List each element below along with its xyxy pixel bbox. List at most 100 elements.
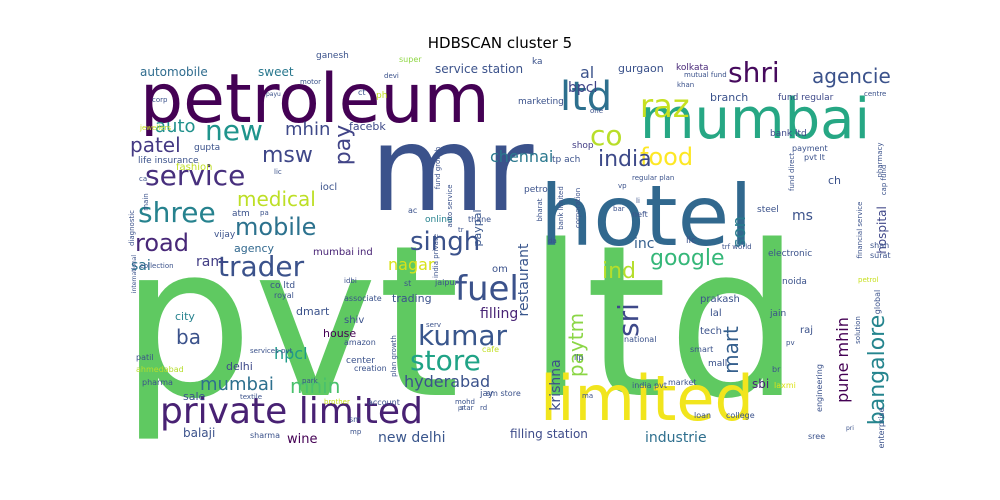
- word-services-pvt: services pvt: [250, 347, 293, 355]
- word-shiv: shiv: [344, 315, 364, 326]
- word-food: food: [640, 143, 693, 171]
- word-branch: branch: [710, 91, 748, 104]
- word-brother: brother: [324, 398, 350, 406]
- word-house: house: [323, 327, 356, 340]
- word-super: super: [399, 55, 422, 64]
- word-road: road: [135, 229, 189, 257]
- word-ct: ct: [358, 88, 366, 97]
- word-jain: jain: [769, 309, 786, 319]
- word-petrol: petrol: [858, 276, 879, 284]
- word-devi: devi: [384, 72, 399, 80]
- word-ba: ba: [176, 325, 201, 349]
- word-textile: textile: [240, 393, 262, 401]
- word-pri: pri: [846, 425, 854, 432]
- word-hotel: hotel: [540, 167, 753, 265]
- word-filling: filling: [480, 306, 518, 322]
- word-tp-ach: tp ach: [552, 155, 580, 165]
- word-center: center: [346, 356, 375, 366]
- word-bank-limited: bank limited: [557, 186, 565, 230]
- word-vp: vp: [618, 182, 627, 190]
- word-cafe: cafe: [482, 345, 499, 354]
- word-al: al: [580, 63, 594, 82]
- word-lal: lal: [710, 308, 722, 319]
- word-da: da: [548, 237, 557, 245]
- word-online: online: [425, 215, 453, 225]
- word-auto-service: auto service: [446, 184, 454, 227]
- word-mutual-fund: mutual fund: [684, 71, 727, 79]
- word-one: one: [590, 107, 603, 115]
- word-mhin: mhin: [290, 374, 340, 398]
- word-fund-growth: fund growth: [434, 147, 442, 189]
- word-kolkata: kolkata: [676, 63, 709, 73]
- word-ahmedabad: ahmedabad: [136, 365, 184, 374]
- word-shri: shri: [728, 56, 780, 89]
- word-bar: bar: [613, 205, 625, 213]
- word-llc: llc: [686, 236, 696, 246]
- word-llp: llp: [574, 353, 584, 362]
- word-international: international: [131, 255, 138, 294]
- word-st: st: [404, 279, 411, 288]
- word-hospital: hospital: [875, 206, 889, 254]
- word-mall: mall: [708, 359, 727, 369]
- word-solution: solution: [854, 316, 862, 344]
- word-paytm: paytm: [564, 313, 588, 377]
- word-corp: corp: [152, 96, 168, 104]
- word-om: om: [492, 264, 508, 275]
- word-global: global: [873, 290, 882, 314]
- word-sree: sree: [808, 432, 825, 441]
- word-mumbai: mumbai: [640, 87, 870, 152]
- word-main: main: [142, 193, 150, 211]
- word-raz: raz: [640, 87, 690, 125]
- word-iocl: iocl: [320, 182, 337, 193]
- word-creation: creation: [354, 364, 387, 373]
- word-ph: ph: [376, 91, 387, 101]
- word-pay: pay: [331, 125, 356, 165]
- word-ind: ind: [602, 259, 636, 284]
- word-patel: patel: [130, 133, 181, 157]
- word-sbi: sbi: [752, 377, 769, 391]
- word-delhi: delhi: [226, 360, 253, 373]
- word-ram: ram: [196, 254, 224, 270]
- word-mhin: mhin: [285, 119, 330, 140]
- word-agency: agency: [234, 242, 275, 255]
- word-trading: trading: [392, 292, 432, 305]
- word-idbi: idbi: [344, 277, 357, 285]
- word-service-station: service station: [435, 62, 523, 76]
- word-sweet: sweet: [258, 65, 294, 79]
- word-smart: smart: [690, 345, 713, 354]
- word-shree: shree: [138, 196, 216, 229]
- word-paypal: paypal: [471, 209, 484, 246]
- word-hpcl: hpcl: [274, 344, 308, 363]
- word-pune-mhin: pune mhin: [833, 317, 852, 403]
- word-krishna: krishna: [548, 359, 564, 410]
- word-market: market: [668, 378, 696, 387]
- word-marketing: marketing: [518, 97, 564, 107]
- word-pr: pr: [458, 405, 465, 412]
- word-new-delhi: new delhi: [378, 430, 446, 446]
- word-co-ltd: co ltd: [270, 281, 295, 291]
- word-service: service: [145, 159, 245, 192]
- word-steel: steel: [757, 205, 779, 215]
- word-serv: serv: [426, 321, 441, 329]
- word-ma: ma: [582, 392, 593, 400]
- word-pv: pv: [786, 339, 795, 347]
- word-jewellers: jewellers: [139, 124, 171, 132]
- word-neft: neft: [632, 210, 648, 219]
- word-nagar: nagar: [388, 255, 435, 274]
- word-bangalore: bangalore: [865, 315, 890, 426]
- word-college: college: [726, 411, 755, 420]
- word-loan: loan: [694, 411, 711, 420]
- word-life-insurance: life insurance: [138, 156, 199, 166]
- word-pharmacy: pharmacy: [876, 142, 884, 177]
- word-msw: msw: [262, 143, 313, 168]
- word-raj: raj: [800, 325, 813, 336]
- word-petro: petro: [524, 185, 548, 195]
- word-cap-fund: cap fund: [880, 165, 888, 196]
- word-city: city: [175, 310, 195, 323]
- word-shah: shah: [870, 241, 889, 250]
- word-jaipur: jaipur: [434, 278, 458, 287]
- word-ca: ca: [139, 175, 147, 183]
- word-auto: auto: [155, 116, 196, 137]
- word-sm: sm: [349, 415, 361, 424]
- word-trader: trader: [218, 250, 305, 283]
